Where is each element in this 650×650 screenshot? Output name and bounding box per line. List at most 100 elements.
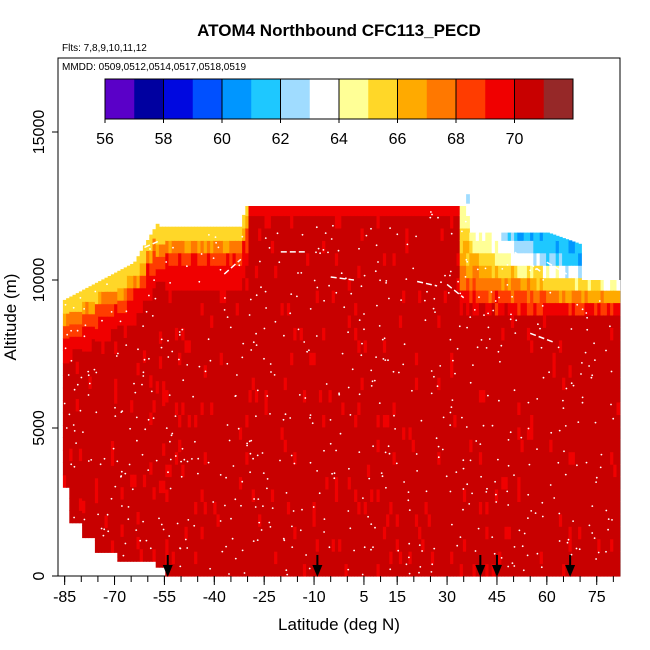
track-dot <box>83 335 86 338</box>
heatmap-cell <box>322 227 326 241</box>
heatmap-cell <box>197 451 202 465</box>
heatmap-cell <box>421 206 426 217</box>
heatmap-cell <box>69 448 74 462</box>
heatmap-cell <box>142 436 147 450</box>
heatmap-cell <box>213 389 218 403</box>
heatmap-cell <box>248 414 253 428</box>
heatmap-cell <box>299 252 304 266</box>
heatmap-cell <box>494 389 499 403</box>
heatmap-cell <box>491 501 496 515</box>
heatmap-cell <box>360 352 365 366</box>
heatmap-cell <box>459 277 464 291</box>
heatmap-cell <box>62 437 67 451</box>
heatmap-cell <box>312 290 317 304</box>
heatmap-cell <box>286 277 291 291</box>
heatmap-cell <box>533 352 538 366</box>
heatmap-cell <box>488 290 493 304</box>
heatmap-cell <box>88 375 93 389</box>
heatmap-cell <box>398 265 403 279</box>
heatmap-cell <box>104 539 109 553</box>
heatmap-cell <box>462 513 467 527</box>
heatmap-cell <box>434 265 438 279</box>
heatmap-cell <box>494 314 499 328</box>
heatmap-cell <box>152 399 157 413</box>
heatmap-cell <box>469 513 474 527</box>
heatmap-cell <box>530 364 534 378</box>
heatmap-cell <box>309 451 314 465</box>
heatmap-cell <box>459 526 464 540</box>
track-dot <box>264 237 267 240</box>
heatmap-cell <box>382 501 387 515</box>
heatmap-cell <box>482 476 486 490</box>
heatmap-cell <box>427 352 432 366</box>
heatmap-cell <box>549 439 554 453</box>
heatmap-cell <box>482 352 486 366</box>
heatmap-cell <box>546 240 550 254</box>
heatmap-cell <box>469 302 474 316</box>
heatmap-cell <box>299 215 304 229</box>
heatmap-cell <box>523 252 528 266</box>
heatmap-cell <box>424 290 429 304</box>
heatmap-cell <box>277 339 282 353</box>
heatmap-cell <box>504 476 509 490</box>
heatmap-cell <box>91 351 96 364</box>
heatmap-cell <box>418 364 422 378</box>
heatmap-cell <box>126 349 131 363</box>
heatmap-cell <box>210 277 214 291</box>
heatmap-cell <box>299 302 304 316</box>
heatmap-cell <box>318 538 323 552</box>
heatmap-cell <box>440 277 445 291</box>
heatmap-cell <box>152 362 157 376</box>
heatmap-cell <box>440 364 445 378</box>
heatmap-cell <box>536 240 541 254</box>
heatmap-cell <box>322 414 326 428</box>
heatmap-cell <box>184 439 189 453</box>
heatmap-cell <box>395 265 400 279</box>
heatmap-cell <box>392 402 397 415</box>
heatmap-cell <box>533 451 538 465</box>
heatmap-cell <box>434 489 438 502</box>
heatmap-cell <box>469 414 474 428</box>
heatmap-cell <box>280 252 285 266</box>
heatmap-cell <box>507 464 512 478</box>
heatmap-cell <box>382 551 387 565</box>
heatmap-cell <box>414 227 419 241</box>
heatmap-cell <box>456 265 461 279</box>
heatmap-cell <box>104 515 109 528</box>
heatmap-cell <box>434 414 438 428</box>
heatmap-cell <box>581 377 586 391</box>
heatmap-cell <box>178 277 182 291</box>
heatmap-cell <box>261 302 266 316</box>
heatmap-cell <box>181 439 186 453</box>
heatmap-cell <box>302 451 307 465</box>
heatmap-cell <box>408 302 413 316</box>
heatmap-cell <box>85 338 90 352</box>
heatmap-cell <box>117 275 122 289</box>
heatmap-cell <box>62 299 67 302</box>
heatmap-cell <box>488 377 493 391</box>
heatmap-cell <box>226 489 230 502</box>
heatmap-cell <box>597 377 602 391</box>
heatmap-cell <box>498 314 502 328</box>
heatmap-cell <box>184 302 189 316</box>
heatmap-cell <box>120 486 125 500</box>
heatmap-cell <box>110 353 115 367</box>
heatmap-cell <box>491 277 496 291</box>
heatmap-cell <box>62 449 67 463</box>
heatmap-cell <box>542 538 547 552</box>
heatmap-cell <box>440 265 445 279</box>
heatmap-cell <box>312 240 317 254</box>
heatmap-cell <box>206 240 211 254</box>
heatmap-cell <box>258 426 262 440</box>
heatmap-cell <box>229 252 234 266</box>
heatmap-cell <box>315 513 320 527</box>
heatmap-cell <box>446 439 451 453</box>
heatmap-cell <box>360 339 365 353</box>
heatmap-cell <box>341 451 346 465</box>
heatmap-cell <box>405 352 410 366</box>
heatmap-cell <box>197 352 202 366</box>
heatmap-cell <box>334 252 339 266</box>
heatmap-cell <box>322 476 326 490</box>
heatmap-cell <box>66 350 70 364</box>
heatmap-cell <box>459 551 464 565</box>
